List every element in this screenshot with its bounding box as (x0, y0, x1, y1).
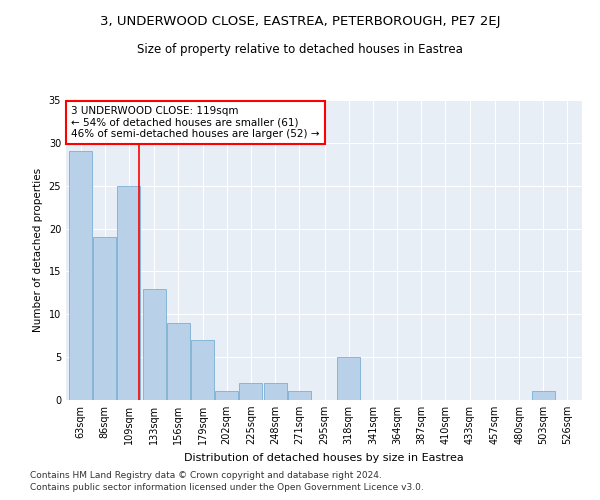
X-axis label: Distribution of detached houses by size in Eastrea: Distribution of detached houses by size … (184, 452, 464, 462)
Bar (263, 383, 287, 400)
Bar (118, 186, 140, 400)
Bar (69, 152, 92, 400)
Bar (239, 383, 262, 400)
Bar (143, 288, 166, 400)
Bar (215, 392, 238, 400)
Text: Contains public sector information licensed under the Open Government Licence v3: Contains public sector information licen… (30, 484, 424, 492)
Text: 3, UNDERWOOD CLOSE, EASTREA, PETERBOROUGH, PE7 2EJ: 3, UNDERWOOD CLOSE, EASTREA, PETERBOROUG… (100, 15, 500, 28)
Text: 3 UNDERWOOD CLOSE: 119sqm
← 54% of detached houses are smaller (61)
46% of semi-: 3 UNDERWOOD CLOSE: 119sqm ← 54% of detac… (71, 106, 319, 139)
Bar (93, 237, 116, 400)
Bar (167, 323, 190, 400)
Text: Size of property relative to detached houses in Eastrea: Size of property relative to detached ho… (137, 42, 463, 56)
Bar (191, 340, 214, 400)
Bar (532, 392, 555, 400)
Bar (288, 392, 311, 400)
Y-axis label: Number of detached properties: Number of detached properties (33, 168, 43, 332)
Bar (337, 357, 360, 400)
Text: Contains HM Land Registry data © Crown copyright and database right 2024.: Contains HM Land Registry data © Crown c… (30, 471, 382, 480)
